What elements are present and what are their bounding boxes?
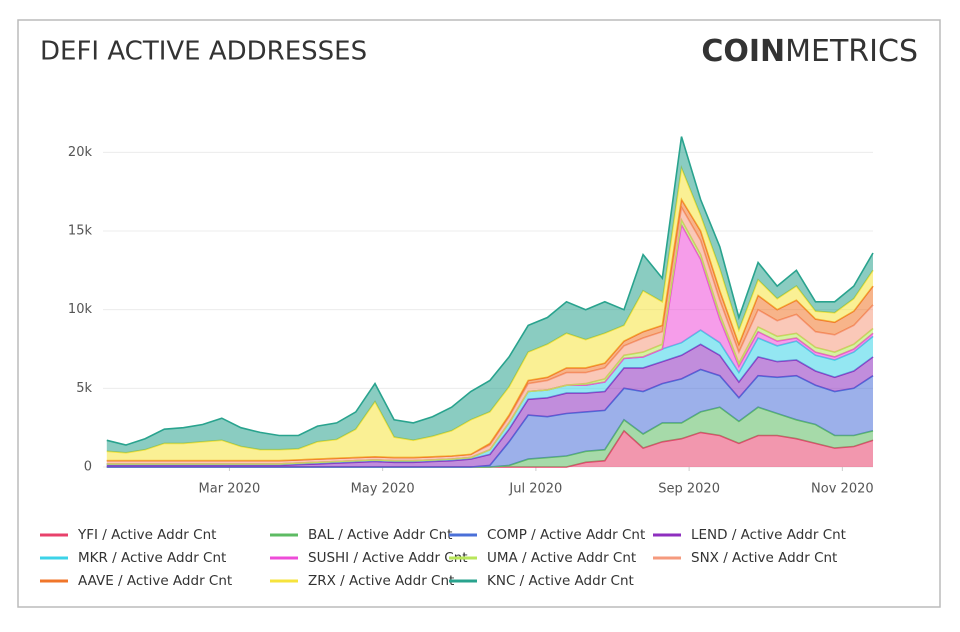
area: [106, 430, 874, 467]
area: [106, 136, 874, 453]
y-tick-label: 10k: [68, 302, 93, 317]
legend-label: ZRX / Active Addr Cnt: [308, 573, 454, 589]
y-tick-label: 5k: [76, 381, 92, 396]
logo-light: METRICS: [785, 34, 918, 69]
area: [106, 224, 874, 464]
area: [106, 330, 874, 466]
legend-label: LEND / Active Addr Cnt: [691, 527, 846, 543]
legend: YFI / Active Addr Cnt BAL / Active Addr C…: [40, 527, 846, 589]
logo: COINMETRICS: [701, 34, 918, 69]
legend-label: MKR / Active Addr Cnt: [78, 550, 226, 566]
x-tick-label: May 2020: [351, 482, 415, 497]
legend-label: UMA / Active Addr Cnt: [487, 550, 636, 566]
legend-label: SUSHI / Active Addr Cnt: [308, 550, 468, 566]
legend-label: AAVE / Active Addr Cnt: [78, 573, 232, 589]
logo-bold: COIN: [701, 34, 785, 69]
y-tick-label: 15k: [68, 224, 93, 239]
x-tick-label: Jul 2020: [508, 482, 562, 497]
chart-title: DEFI ACTIVE ADDRESSES: [40, 37, 367, 67]
y-tick-label: 20k: [68, 145, 93, 160]
y-tick-label: 0: [84, 460, 92, 475]
legend-label: BAL / Active Addr Cnt: [308, 527, 452, 543]
legend-label: YFI / Active Addr Cnt: [77, 527, 216, 543]
area-edge: [106, 136, 874, 446]
area: [106, 369, 874, 467]
x-tick-label: Mar 2020: [199, 482, 261, 497]
x-tick-label: Nov 2020: [811, 482, 874, 497]
legend-label: COMP / Active Addr Cnt: [487, 527, 645, 543]
legend-label: SNX / Active Addr Cnt: [691, 550, 837, 566]
x-tick-label: Sep 2020: [658, 482, 720, 497]
area: [106, 344, 874, 467]
plot: 0 5k 10k 15k 20k Mar 2020 May 2020 Jul 2020 Sep …: [68, 136, 874, 497]
legend-label: KNC / Active Addr Cnt: [487, 573, 634, 589]
